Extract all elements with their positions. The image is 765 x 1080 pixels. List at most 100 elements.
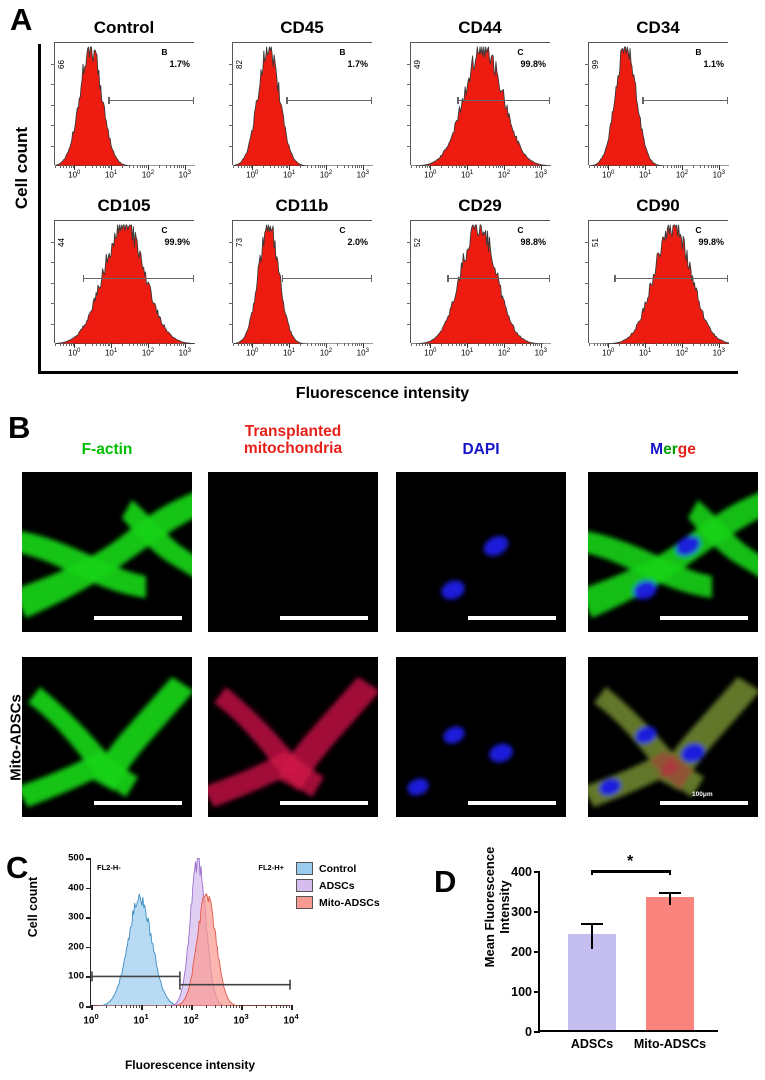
flow-x-tick-label: 100 [246,348,259,358]
flow-plot-box: 51 C 99.8% [585,220,729,344]
flow-gate-cap [193,96,195,104]
flow-x-tick [656,165,658,168]
panel-c-x-tick [279,1005,281,1008]
flow-plot-y-tick [407,104,411,106]
panel-d-significance-tick [591,870,593,875]
flow-plot-y-tick [229,125,233,126]
flow-plot-y-tick [407,262,411,263]
flow-plot-y-tick [407,303,411,304]
flow-x-tick [300,343,302,346]
flow-x-tick [643,165,645,168]
flow-x-tick [415,343,417,346]
flow-x-tick-label: 101 [104,348,118,358]
flow-x-tick [670,343,672,346]
flow-x-tick [252,343,254,348]
flow-x-tick [109,165,111,168]
flow-x-tick [532,165,534,168]
panel-b-column-title-line: Transplanted [244,423,342,440]
flow-x-tick-label: 103 [356,348,369,358]
flow-x-tick [70,165,72,168]
flow-gate-cap [83,274,85,282]
flow-x-tick-row: 100 101 102 103 [588,165,728,181]
flow-plot-y-tick [229,63,233,65]
flow-plot-title: CD45 [280,18,324,37]
flow-x-tick-row: 100 101 102 103 [232,343,372,359]
panel-d-bar-chart: D Mean Fluorescence Intensity 0 100 200 300… [420,840,765,1080]
panel-c-x-tick [264,1005,266,1008]
flow-gate-percent: 1.1% [703,59,724,69]
flow-x-tick [74,165,76,170]
flow-x-tick [634,165,635,168]
panel-c-y-tick-label: 0 [78,1000,84,1012]
flow-x-tick [357,343,359,346]
flow-x-tick [606,165,608,168]
panel-c-y-tick-label: 400 [68,882,84,894]
flow-x-tick [673,165,675,168]
panel-c-legend-item-mito-adscs: Mito-ADSCs [296,896,380,909]
flow-plot-y-tick [585,125,589,126]
flow-x-tick [588,165,590,168]
flow-gate-cap [282,274,284,282]
panel-c-x-tick-label: 102 [183,1012,199,1027]
flow-x-tick [718,343,720,348]
flow-x-tick-label: 100 [424,348,437,358]
flow-x-tick [300,165,302,168]
flow-x-tick [144,165,146,168]
flow-histogram-curve [233,46,373,166]
panel-d-y-tick-label: 300 [511,905,532,919]
flow-x-tick [484,165,486,168]
flow-x-tick [699,165,701,168]
flow-plot-y-tick [229,282,233,284]
panel-c-x-tick [133,1005,135,1008]
flow-x-tick-label: 102 [497,170,511,180]
panel-c-y-tick [86,976,91,978]
flow-plot-y-tick [585,145,589,147]
flow-gate-name: B [339,47,346,57]
flow-x-tick [289,343,291,348]
flow-x-tick-label: 102 [141,348,155,358]
flow-x-tick [63,343,65,346]
panel-b-scale-bar [468,801,556,805]
flow-x-tick [306,343,308,346]
panel-c-x-tick [271,1005,273,1008]
flow-gate-name: C [517,47,524,57]
flow-x-tick [424,343,426,346]
panel-d-y-tick-label: 0 [525,1025,532,1039]
flow-x-tick-row: 100 101 102 103 [232,165,372,181]
panel-c-histogram-svg [91,858,291,1006]
panel-c-plot-area: 0 100 200 300 400 500 100 101 102 103 104 FL2-H- F… [68,853,299,1027]
flow-x-tick [72,165,74,168]
flow-x-tick-label: 101 [282,348,296,358]
panel-c-y-tick-label: 300 [68,911,84,923]
flow-gate-line [614,277,727,279]
flow-x-tick [535,165,537,168]
flow-plot-title: CD90 [636,196,680,215]
panel-d-letter: D [434,864,457,899]
flow-x-tick [540,165,542,170]
panel-b-column-title-f-actin: F-actin [22,441,192,459]
flow-gate-cap [727,96,729,104]
micrograph-content [208,657,378,817]
flow-x-tick [351,343,353,346]
flow-x-tick [142,343,144,346]
flow-x-tick [597,165,599,168]
flow-plot-y-tick [229,145,233,147]
flow-x-tick [456,165,457,168]
flow-x-tick [502,165,504,168]
panel-c-x-tick [188,1005,190,1008]
micrograph-content [208,472,378,632]
panel-d-errorbar-adscs [591,922,593,950]
flow-x-tick [357,165,359,168]
flow-plot-y-tick [585,63,589,65]
flow-histogram-curve [55,224,195,344]
panel-c-x-tick [229,1005,231,1008]
panel-c-x-tick [175,1005,177,1008]
micrograph-content [396,472,566,632]
panel-d-y-tick-label: 100 [511,985,532,999]
flow-gate-line [447,277,549,279]
flow-gate-line [108,99,193,101]
flow-x-tick [707,165,709,168]
flow-histogram-curve [589,224,729,344]
flow-plot-cd29: CD29 52 C 98.8% 100 101 102 103 [394,196,566,366]
flow-plot-y-tick [407,125,411,126]
